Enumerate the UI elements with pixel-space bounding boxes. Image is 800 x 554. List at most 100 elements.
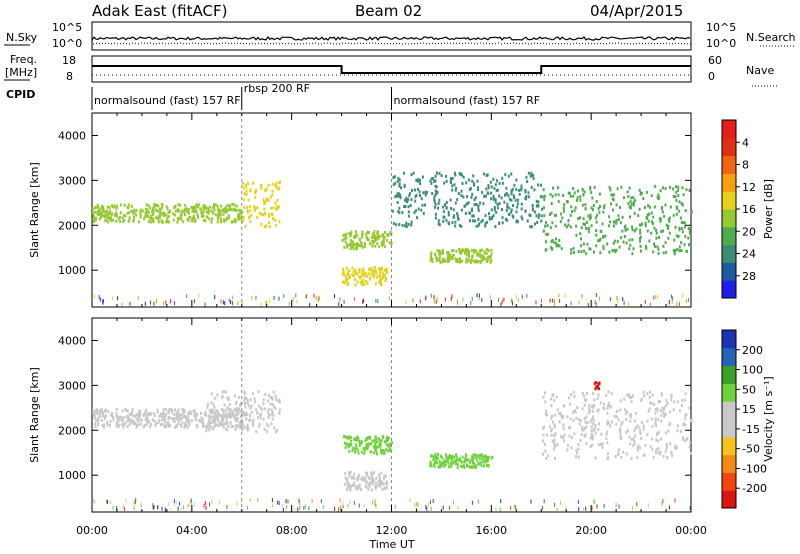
echo-cell [639,192,642,196]
echo-cell [672,213,675,217]
echo-cell [668,219,671,223]
echo-cell [551,194,554,198]
echo-cell [458,172,461,175]
echo-cell [480,464,483,468]
echo-cell [233,203,236,207]
echo-cell [496,202,499,206]
echo-cell [161,506,163,511]
echo-cell [132,419,135,423]
echo-cell [219,413,222,417]
echo-cell [516,220,519,224]
echo-cell [455,453,458,457]
echo-cell [613,414,616,418]
echo-cell [552,441,555,445]
echo-cell [471,254,474,258]
echo-cell [360,280,363,284]
echo-cell [557,244,560,248]
beam-title: Beam 02 [355,2,422,20]
echo-cell [224,415,227,419]
echo-cell [399,193,402,197]
echo-cell [644,221,647,225]
echo-cell [146,208,149,212]
echo-cell [530,185,533,189]
echo-cell [261,408,264,412]
echo-cell [378,473,381,477]
echo-cell [437,206,440,210]
echo-cell [452,215,455,219]
echo-cell [650,402,653,405]
echo-cell [158,414,161,418]
echo-cell [479,201,482,205]
echo-cell [475,203,478,207]
echo-cell [193,413,196,417]
echo-cell [107,410,110,414]
echo-cell [246,423,249,427]
echo-cell [524,190,527,194]
echo-cell [264,407,267,411]
echo-cell [449,505,451,510]
echo-cell [669,505,670,510]
echo-cell [397,210,400,214]
echo-cell [450,461,453,465]
echo-cell [648,205,651,209]
echo-cell [544,400,547,404]
echo-cell [214,424,217,428]
echo-cell [674,249,677,253]
echo-cell [477,462,480,466]
colorbar-tick-label: 16 [742,203,756,216]
echo-cell [94,210,97,214]
echo-cell [476,186,479,190]
echo-cell [537,200,540,204]
echo-cell [630,202,633,206]
echo-cell [580,237,582,241]
echo-cell [664,241,667,245]
echo-cell [451,188,454,192]
echo-cell [477,253,480,257]
echo-cell [109,423,112,427]
echo-cell [127,211,130,215]
echo-cell [647,409,650,413]
echo-cell [172,212,175,216]
echo-cell [594,387,597,391]
echo-cell [347,270,349,274]
echo-cell [562,423,565,427]
echo-cell [417,179,419,183]
echo-cell [458,223,461,227]
echo-cell [205,210,208,214]
echo-cell [192,209,195,213]
echo-cell [358,484,361,488]
echo-cell [224,390,227,394]
echo-cell [362,273,365,277]
echo-cell [368,483,371,487]
echo-cell [541,195,544,199]
echo-cell [345,236,348,240]
echo-cell [379,479,382,483]
echo-cell [633,439,636,443]
echo-cell [195,203,198,207]
echo-cell [433,295,435,300]
echo-cell [405,299,407,304]
echo-cell [374,269,377,273]
echo-cell [542,395,545,399]
nsky-label: N.Sky [6,31,38,44]
echo-cell [197,205,199,209]
echo-cell [246,413,249,416]
echo-cell [520,202,523,206]
echo-cell [126,409,129,413]
echo-cell [386,444,389,448]
echo-cell [106,216,109,220]
echo-cell [485,455,487,459]
echo-cell [583,190,586,194]
echo-cell [404,205,407,208]
echo-cell [121,216,124,220]
echo-cell [489,254,492,258]
echo-cell [383,275,386,279]
echo-cell [288,301,290,306]
echo-cell [375,482,378,486]
echo-cell [128,217,131,221]
echo-cell [159,210,162,214]
echo-cell [344,446,347,449]
echo-cell [212,403,215,407]
echo-cell [655,448,658,452]
echo-cell [235,407,238,411]
